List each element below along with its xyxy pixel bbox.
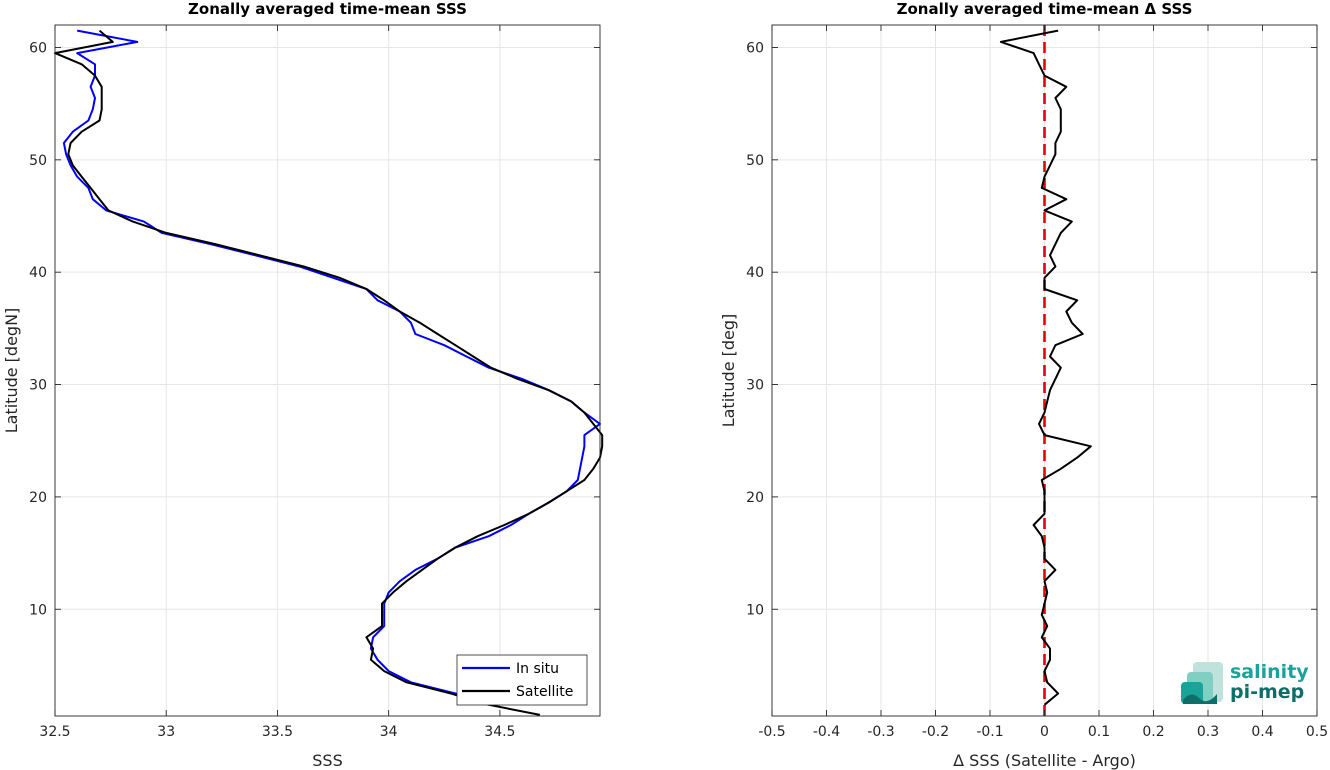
legend-label-satellite: Satellite (516, 684, 573, 700)
series-line-delta (999, 29, 1092, 706)
x-tick-label: -0.4 (813, 724, 840, 740)
sss-panel: 32.5 33 33.5 34 34.5 10 20 30 40 50 60 Zonally aver… (2, 0, 604, 770)
x-tick-label: 34 (380, 724, 398, 740)
x-tick-label: 0.1 (1088, 724, 1110, 740)
logo-text-pimep: pi-mep (1230, 681, 1304, 703)
y-axis-label: Latitude [deg] (719, 314, 738, 428)
legend: In situ Satellite (456, 654, 588, 706)
y-tick-label: 60 (29, 40, 47, 56)
series-line-satellite (54, 29, 604, 716)
x-tick-label: 0.5 (1306, 724, 1328, 740)
x-tick-label: -0.2 (922, 724, 949, 740)
x-tick-label: 0.4 (1251, 724, 1273, 740)
delta-sss-panel: -0.5 -0.4 -0.3 -0.2 -0.1 0 0.1 0.2 0.3 0.4 0.5 10 20… (719, 0, 1328, 770)
x-axis-label: SSS (312, 751, 342, 770)
y-tick-label: 50 (746, 153, 764, 169)
x-axis-label: Δ SSS (Satellite - Argo) (953, 751, 1136, 770)
chart-title: Zonally averaged time-mean SSS (188, 0, 467, 18)
x-tick-label: 0.2 (1142, 724, 1164, 740)
x-tick-label: -0.3 (867, 724, 894, 740)
y-tick-label: 10 (746, 602, 764, 618)
x-tick-label: 34.5 (484, 724, 515, 740)
y-axis-label: Latitude [degN] (2, 308, 21, 434)
series-line-in-situ (62, 29, 601, 706)
y-tick-label: 20 (29, 490, 47, 506)
x-tick-label: 32.5 (39, 724, 70, 740)
x-tick-label: 0.3 (1197, 724, 1219, 740)
logo-text-salinity: salinity (1230, 661, 1309, 683)
legend-label-in-situ: In situ (516, 661, 559, 677)
y-tick-label: 40 (29, 265, 47, 281)
y-tick-label: 20 (746, 490, 764, 506)
legend-box (456, 654, 588, 706)
salinity-pimep-logo: salinity pi-mep (1181, 661, 1309, 704)
x-tick-label: 33 (157, 724, 175, 740)
y-tick-label: 30 (29, 378, 47, 394)
x-tick-label: 0 (1040, 724, 1049, 740)
x-tick-label: -0.1 (976, 724, 1003, 740)
x-tick-label: 33.5 (262, 724, 293, 740)
y-tick-label: 30 (746, 378, 764, 394)
y-tick-label: 40 (746, 265, 764, 281)
logo-wave-icon (1181, 662, 1223, 704)
y-tick-label: 10 (29, 602, 47, 618)
axes-frame (54, 24, 601, 717)
y-tick-label: 60 (746, 40, 764, 56)
x-tick-label: -0.5 (758, 724, 785, 740)
chart-title: Zonally averaged time-mean Δ SSS (897, 0, 1193, 18)
y-tick-label: 50 (29, 153, 47, 169)
